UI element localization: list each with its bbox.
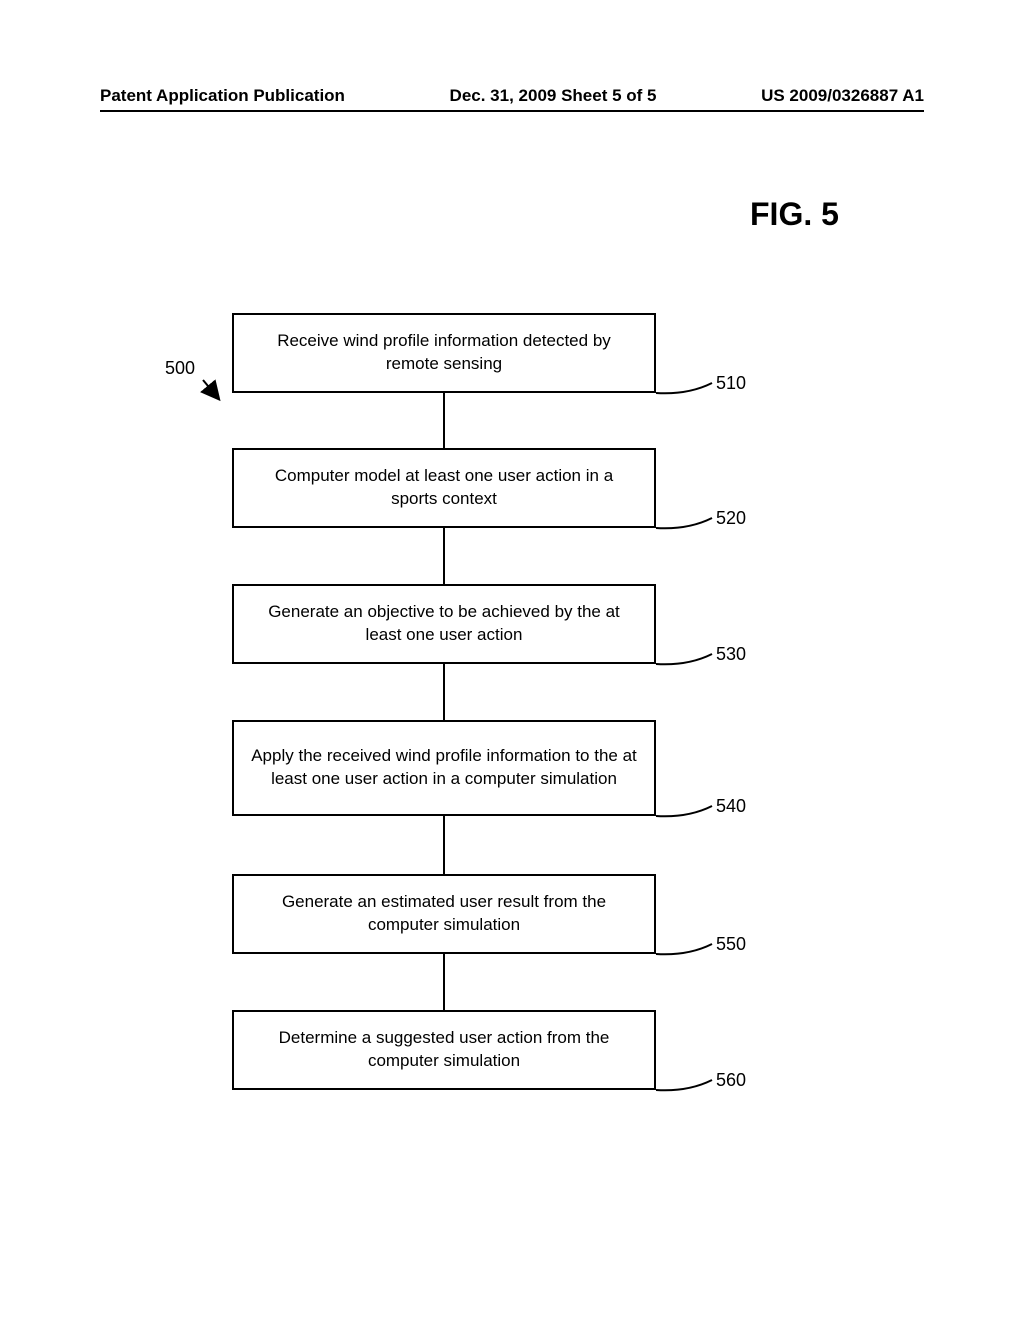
ref-label-560: 560 xyxy=(716,1070,746,1091)
flow-step-540: Apply the received wind profile informat… xyxy=(232,720,656,816)
ref-label-550: 550 xyxy=(716,934,746,955)
flow-step-text: Determine a suggested user action from t… xyxy=(250,1027,638,1073)
flow-step-text: Generate an estimated user result from t… xyxy=(250,891,638,937)
flow-connector-2 xyxy=(443,664,446,720)
flow-step-520: Computer model at least one user action … xyxy=(232,448,656,528)
figure-label: FIG. 5 xyxy=(750,196,839,233)
flow-ref-500: 500 xyxy=(165,358,195,379)
flow-connector-3 xyxy=(443,816,446,874)
flow-ref-arrow-line xyxy=(203,380,218,398)
flow-step-510: Receive wind profile information detecte… xyxy=(232,313,656,393)
flow-step-text: Computer model at least one user action … xyxy=(250,465,638,511)
flow-step-text: Receive wind profile information detecte… xyxy=(250,330,638,376)
flow-step-550: Generate an estimated user result from t… xyxy=(232,874,656,954)
ref-label-510: 510 xyxy=(716,373,746,394)
flow-step-text: Generate an objective to be achieved by … xyxy=(250,601,638,647)
flow-step-560: Determine a suggested user action from t… xyxy=(232,1010,656,1090)
flow-connector-1 xyxy=(443,528,446,584)
flow-connector-4 xyxy=(443,954,446,1010)
flowchart: Receive wind profile information detecte… xyxy=(232,0,656,1320)
page: Patent Application Publication Dec. 31, … xyxy=(0,0,1024,1320)
header-right: US 2009/0326887 A1 xyxy=(761,86,924,106)
flow-step-530: Generate an objective to be achieved by … xyxy=(232,584,656,664)
flow-step-text: Apply the received wind profile informat… xyxy=(250,745,638,791)
ref-label-520: 520 xyxy=(716,508,746,529)
ref-label-540: 540 xyxy=(716,796,746,817)
flow-connector-0 xyxy=(443,393,446,448)
ref-label-530: 530 xyxy=(716,644,746,665)
